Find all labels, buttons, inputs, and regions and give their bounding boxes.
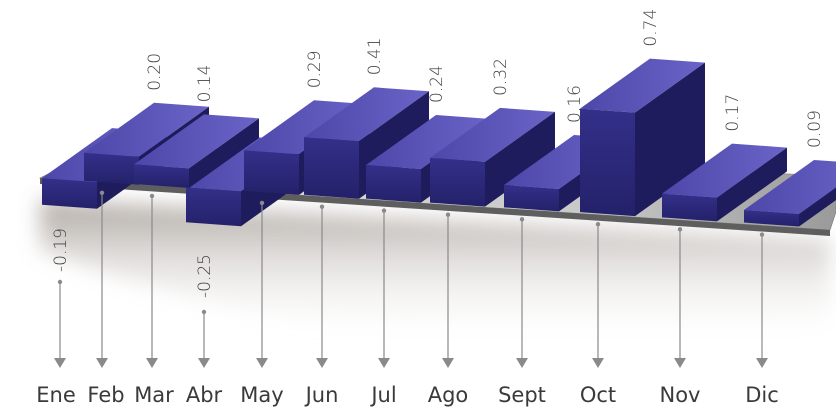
bar-top bbox=[304, 87, 429, 142]
category-label: Dic bbox=[745, 383, 779, 407]
bar-side bbox=[717, 147, 787, 222]
bar-top bbox=[744, 159, 836, 214]
bar-top bbox=[662, 143, 787, 198]
value-label: 0.32 bbox=[491, 58, 511, 96]
category-label: Nov bbox=[660, 383, 701, 407]
value-label: 0.09 bbox=[805, 110, 825, 148]
bar bbox=[430, 107, 555, 207]
bar-front bbox=[42, 178, 97, 209]
bar-side bbox=[485, 111, 555, 207]
bar-front bbox=[84, 152, 139, 185]
value-label: -0.25 bbox=[195, 254, 215, 298]
bar-top bbox=[84, 102, 209, 157]
category-arrow bbox=[378, 208, 390, 368]
value-label: 0.41 bbox=[365, 37, 385, 75]
category-arrow bbox=[756, 232, 768, 368]
bar bbox=[662, 143, 787, 222]
category-arrow bbox=[674, 227, 686, 368]
value-label: 0.16 bbox=[565, 85, 585, 123]
category-arrow bbox=[256, 200, 268, 368]
category-arrow bbox=[96, 190, 108, 368]
category-arrow bbox=[592, 221, 604, 368]
value-label: 0.17 bbox=[723, 94, 743, 132]
category-arrow bbox=[442, 212, 454, 368]
bar-front bbox=[366, 165, 421, 203]
category-arrow bbox=[516, 217, 528, 368]
bar-front bbox=[430, 157, 485, 207]
category-arrows bbox=[54, 190, 768, 368]
category-label: Ene bbox=[36, 383, 76, 407]
value-label: 0.20 bbox=[145, 53, 165, 91]
value-label: 0.29 bbox=[305, 50, 325, 88]
category-label: Jun bbox=[304, 383, 339, 407]
bar-front bbox=[744, 209, 799, 227]
category-arrow bbox=[146, 193, 158, 368]
category-label: Mar bbox=[134, 383, 174, 407]
category-arrow bbox=[198, 309, 210, 368]
bar-front bbox=[244, 150, 299, 195]
value-label: 0.74 bbox=[641, 9, 661, 47]
bar-top bbox=[366, 115, 491, 170]
bar-side bbox=[189, 118, 259, 188]
category-label: Jul bbox=[369, 383, 396, 407]
category-arrow bbox=[316, 204, 328, 368]
category-label: Feb bbox=[87, 383, 124, 407]
category-label: Abr bbox=[186, 383, 223, 407]
platform-shadow bbox=[40, 200, 830, 348]
floor-shadow bbox=[40, 200, 830, 348]
bar-front bbox=[134, 164, 189, 188]
bar bbox=[744, 159, 836, 227]
category-label: Oct bbox=[580, 383, 616, 407]
category-label: May bbox=[240, 383, 283, 407]
bar-top bbox=[430, 107, 555, 162]
bar-top bbox=[134, 114, 259, 169]
category-label: Sept bbox=[498, 383, 546, 407]
bar-front bbox=[304, 137, 359, 199]
value-label: -0.19 bbox=[51, 228, 71, 272]
value-labels: -0.19 0.20 0.14 -0.25 0.29 0.41 0.24 0.32 0.16 0.… bbox=[51, 9, 825, 298]
bar-front bbox=[662, 193, 717, 222]
bar-front bbox=[504, 184, 559, 212]
bar-side bbox=[799, 187, 836, 227]
value-label: 0.14 bbox=[195, 64, 215, 102]
bar-front bbox=[580, 108, 635, 217]
value-label: 0.24 bbox=[427, 65, 447, 103]
bar-front bbox=[186, 187, 241, 227]
category-axis-labels: Ene Feb Mar Abr May Jun Jul Ago Sept Oct Nov Dic bbox=[36, 383, 779, 407]
positive-bars bbox=[84, 58, 836, 227]
category-label: Ago bbox=[428, 383, 469, 407]
bar-top bbox=[580, 58, 705, 113]
category-arrow bbox=[54, 279, 66, 368]
bar bbox=[134, 114, 259, 188]
